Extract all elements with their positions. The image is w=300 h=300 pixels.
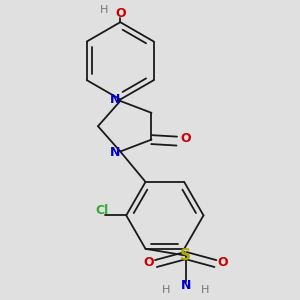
Text: O: O: [218, 256, 228, 268]
Text: H: H: [100, 5, 108, 15]
Text: H: H: [201, 285, 209, 295]
Text: O: O: [180, 132, 191, 145]
Text: N: N: [110, 146, 120, 160]
Text: O: O: [115, 8, 126, 20]
Text: S: S: [180, 248, 191, 263]
Text: Cl: Cl: [96, 204, 109, 218]
Text: H: H: [162, 285, 170, 295]
Text: O: O: [143, 256, 154, 268]
Text: N: N: [110, 93, 120, 106]
Text: N: N: [181, 279, 191, 292]
